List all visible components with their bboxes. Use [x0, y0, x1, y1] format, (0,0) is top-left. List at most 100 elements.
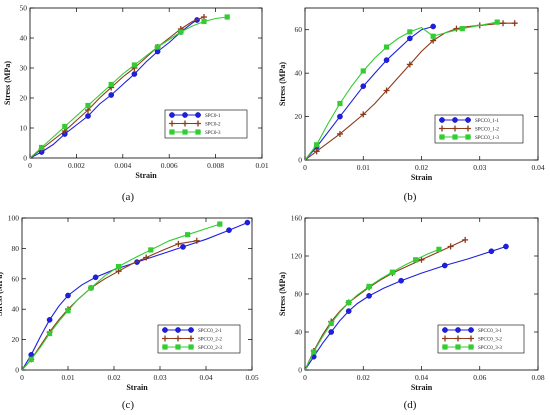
- data-point: [108, 92, 114, 98]
- data-point: [436, 246, 442, 252]
- y-axis-label: Stress (MPa): [278, 62, 287, 106]
- y-tick-label: 30: [20, 64, 28, 73]
- x-tick-label: 0.02: [415, 163, 428, 172]
- legend-marker: [455, 327, 461, 333]
- x-tick-label: 0.01: [61, 373, 74, 382]
- data-point: [65, 308, 71, 314]
- y-tick-label: 0: [298, 366, 302, 375]
- series-circle: [22, 219, 251, 370]
- panel-label: (d): [404, 399, 417, 411]
- data-point: [85, 102, 91, 109]
- y-tick-label: 40: [20, 34, 28, 43]
- data-point: [226, 227, 232, 233]
- legend-marker: [182, 120, 188, 127]
- series-line: [22, 223, 220, 370]
- y-tick-label: 0: [298, 156, 302, 165]
- data-point: [314, 142, 320, 148]
- data-point: [328, 329, 335, 335]
- x-tick-label: 0.03: [153, 373, 166, 382]
- data-point: [418, 256, 425, 263]
- data-point: [494, 19, 500, 25]
- y-tick-label: 10: [20, 124, 28, 133]
- y-tick-label: 0: [15, 366, 19, 375]
- legend-marker: [169, 129, 175, 135]
- legend-entry: SPCC0_3-2: [478, 337, 502, 342]
- data-point: [193, 237, 200, 244]
- data-point: [62, 123, 68, 130]
- legend-marker: [195, 129, 201, 135]
- chart-panel-1: 0 0.002 0.004 0.006 0.008 0.01 0 10 20 30 40 50 Stra…: [3, 4, 269, 204]
- x-tick-label: 0: [303, 163, 307, 172]
- y-tick-label: 20: [20, 94, 28, 103]
- y-tick-label: 120: [291, 252, 303, 261]
- x-tick-label: 0.01: [255, 161, 268, 170]
- panel-label: (c): [122, 399, 135, 411]
- chart-panel-4: 0 0.02 0.04 0.06 0.08 0 40 80 120 160 Strain Stress…: [278, 214, 545, 412]
- legend-marker: [468, 327, 474, 333]
- data-point: [155, 44, 161, 50]
- x-tick-label: 0.06: [473, 373, 486, 382]
- legend-marker: [452, 134, 458, 140]
- y-tick-label: 100: [8, 214, 20, 223]
- legend-entry: SPCC0_3-3: [478, 346, 502, 351]
- x-axis-label: Strain: [411, 173, 433, 182]
- legend-entry: SPCC0_2-2: [198, 337, 222, 342]
- legend-marker: [169, 120, 175, 127]
- legend-marker: [468, 344, 474, 350]
- data-point: [88, 285, 94, 291]
- data-point: [383, 44, 390, 50]
- data-point: [413, 257, 419, 263]
- legend-marker: [162, 327, 168, 333]
- legend-marker: [465, 125, 471, 132]
- x-tick-label: 0.01: [357, 163, 370, 172]
- y-tick-label: 40: [295, 328, 303, 337]
- legend: SPCC0_3-1 SPCC0_3-2 SPCC0_3-3: [437, 324, 525, 354]
- data-point: [85, 113, 91, 119]
- x-tick-label: 0.05: [245, 373, 258, 382]
- data-point: [180, 244, 186, 250]
- panel-label: (b): [404, 191, 417, 203]
- y-tick-label: 20: [295, 112, 303, 121]
- x-tick-label: 0.04: [531, 163, 544, 172]
- x-tick-label: 0: [20, 373, 24, 382]
- x-tick-label: 0.002: [68, 161, 85, 170]
- data-point: [441, 262, 448, 269]
- data-point: [116, 264, 122, 270]
- legend-marker: [468, 335, 474, 342]
- series-square: [305, 19, 500, 160]
- data-point: [148, 247, 154, 253]
- legend-marker: [182, 112, 188, 118]
- data-point: [311, 349, 317, 355]
- legend: SPCC0_1-1 SPCC0_1-2 SPCC0_1-3: [434, 114, 524, 144]
- y-tick-label: 80: [12, 244, 20, 253]
- series-line: [305, 25, 434, 160]
- data-point: [383, 57, 390, 63]
- y-tick-label: 80: [295, 290, 303, 299]
- legend-marker: [442, 344, 448, 350]
- data-point: [500, 20, 507, 27]
- data-point: [108, 81, 114, 88]
- x-axis-label: Strain: [135, 171, 157, 180]
- data-point: [328, 320, 334, 327]
- legend-marker: [442, 327, 448, 333]
- x-tick-label: 0.006: [161, 161, 178, 170]
- y-tick-label: 60: [12, 274, 20, 283]
- data-point: [92, 274, 99, 281]
- data-point: [407, 35, 413, 42]
- data-point: [28, 356, 34, 362]
- data-point: [175, 240, 182, 247]
- legend-marker: [195, 120, 201, 127]
- y-tick-label: 0: [23, 154, 27, 163]
- data-point: [398, 277, 404, 284]
- data-point: [313, 148, 320, 155]
- data-point: [201, 18, 207, 25]
- data-point: [459, 26, 465, 32]
- legend-marker: [195, 112, 201, 118]
- y-tick-label: 40: [12, 305, 20, 314]
- series-square: [305, 246, 442, 370]
- legend-marker: [162, 335, 168, 342]
- y-tick-label: 40: [295, 69, 303, 78]
- data-point: [39, 144, 45, 151]
- data-point: [143, 254, 150, 261]
- legend-entry: SPCC0_2-1: [198, 329, 222, 334]
